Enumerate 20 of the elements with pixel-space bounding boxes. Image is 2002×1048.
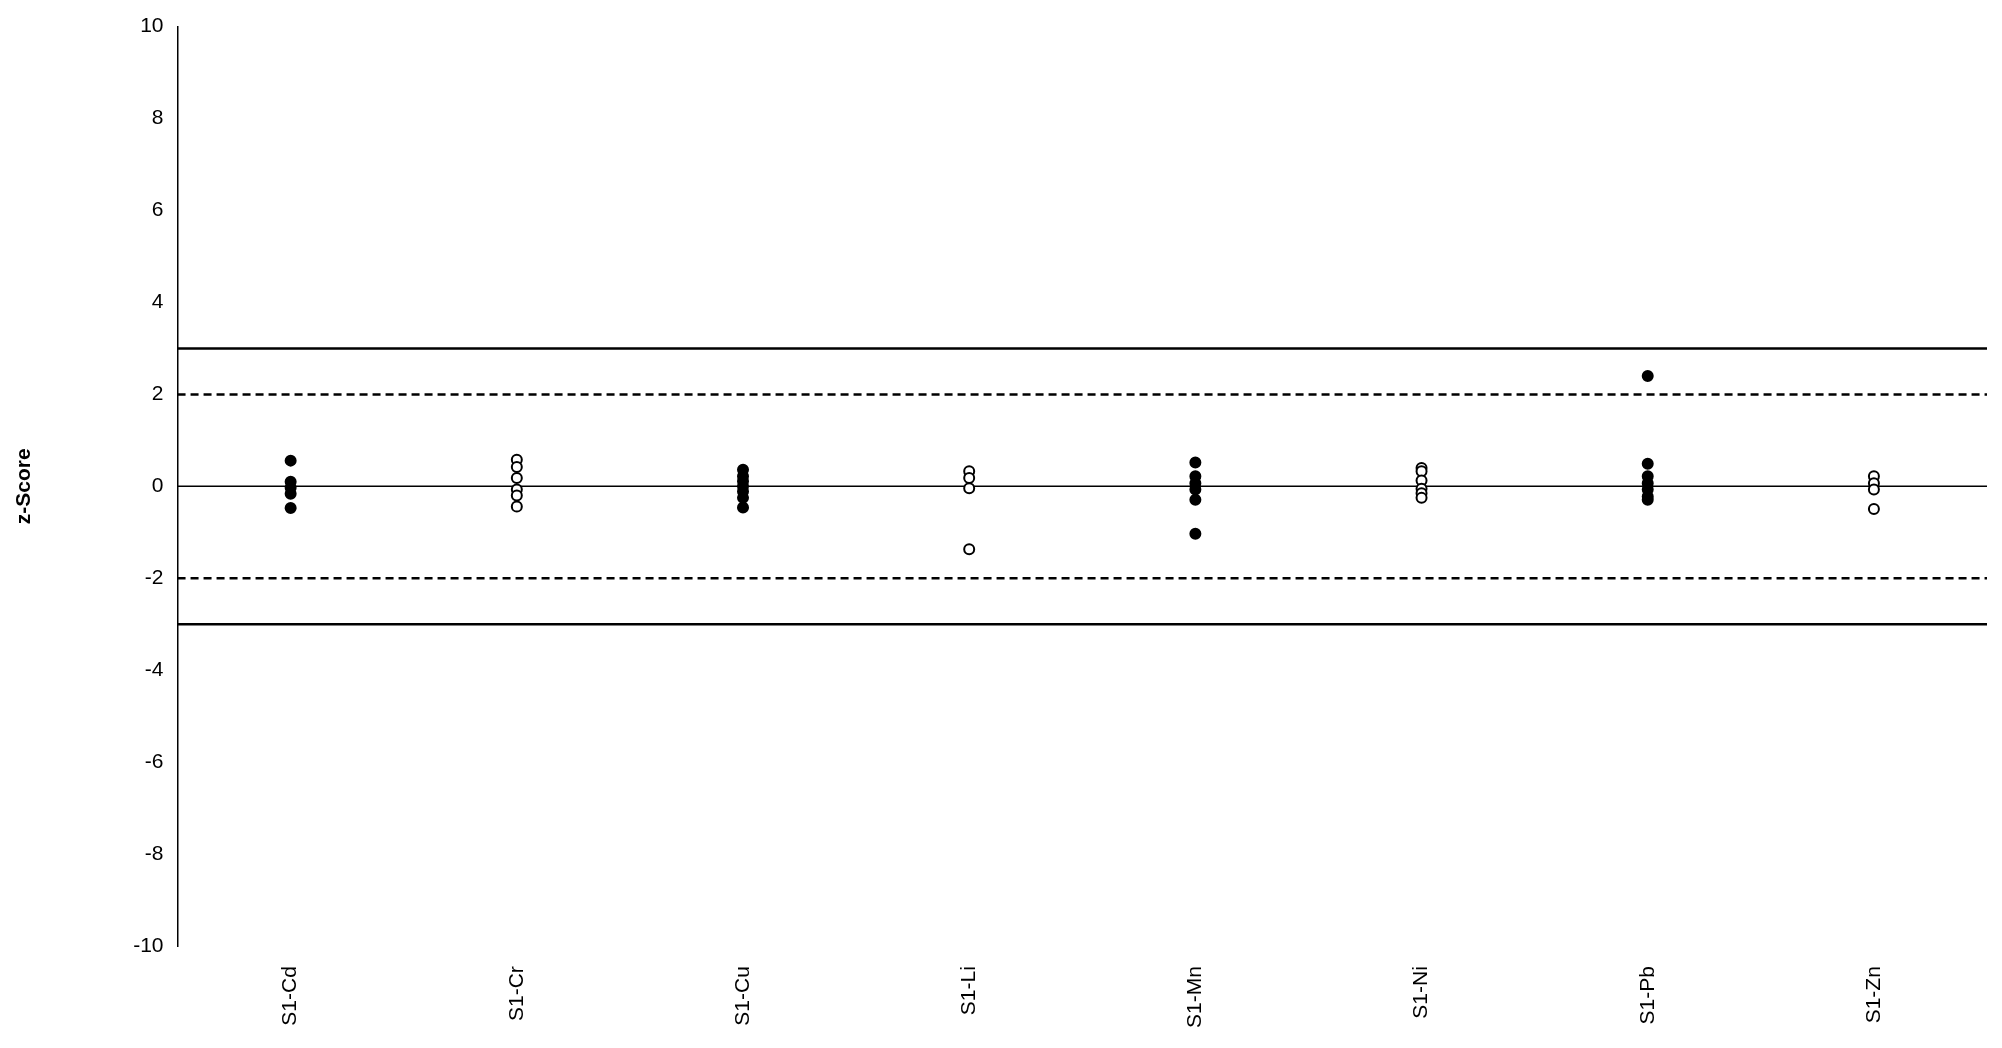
y-axis-title: z-Score bbox=[11, 448, 35, 525]
y-tick-label: -8 bbox=[144, 840, 164, 864]
y-tick-label: -4 bbox=[144, 657, 164, 681]
x-tick-label: S1-Mn bbox=[1182, 966, 1206, 1029]
y-tick-label: -2 bbox=[144, 565, 164, 589]
y-tick-label: -6 bbox=[144, 749, 164, 773]
x-tick-label: S1-Cr bbox=[503, 966, 527, 1021]
x-tick-label: S1-Pb bbox=[1634, 966, 1658, 1025]
x-tick-label: S1-Li bbox=[955, 966, 979, 1016]
y-tick-label: 10 bbox=[140, 13, 164, 37]
y-tick-label: -10 bbox=[133, 932, 164, 956]
x-tick-label: S1-Cd bbox=[277, 966, 301, 1026]
x-tick-label: S1-Cu bbox=[729, 966, 753, 1026]
y-tick-label: 6 bbox=[151, 197, 164, 221]
y-tick-label: 8 bbox=[151, 105, 164, 129]
y-tick-label: 0 bbox=[151, 473, 164, 497]
x-tick-label: S1-Ni bbox=[1408, 966, 1432, 1019]
x-tick-label: S1-Zn bbox=[1860, 966, 1884, 1024]
y-tick-label: 2 bbox=[151, 381, 164, 405]
y-tick-label: 4 bbox=[151, 289, 164, 313]
